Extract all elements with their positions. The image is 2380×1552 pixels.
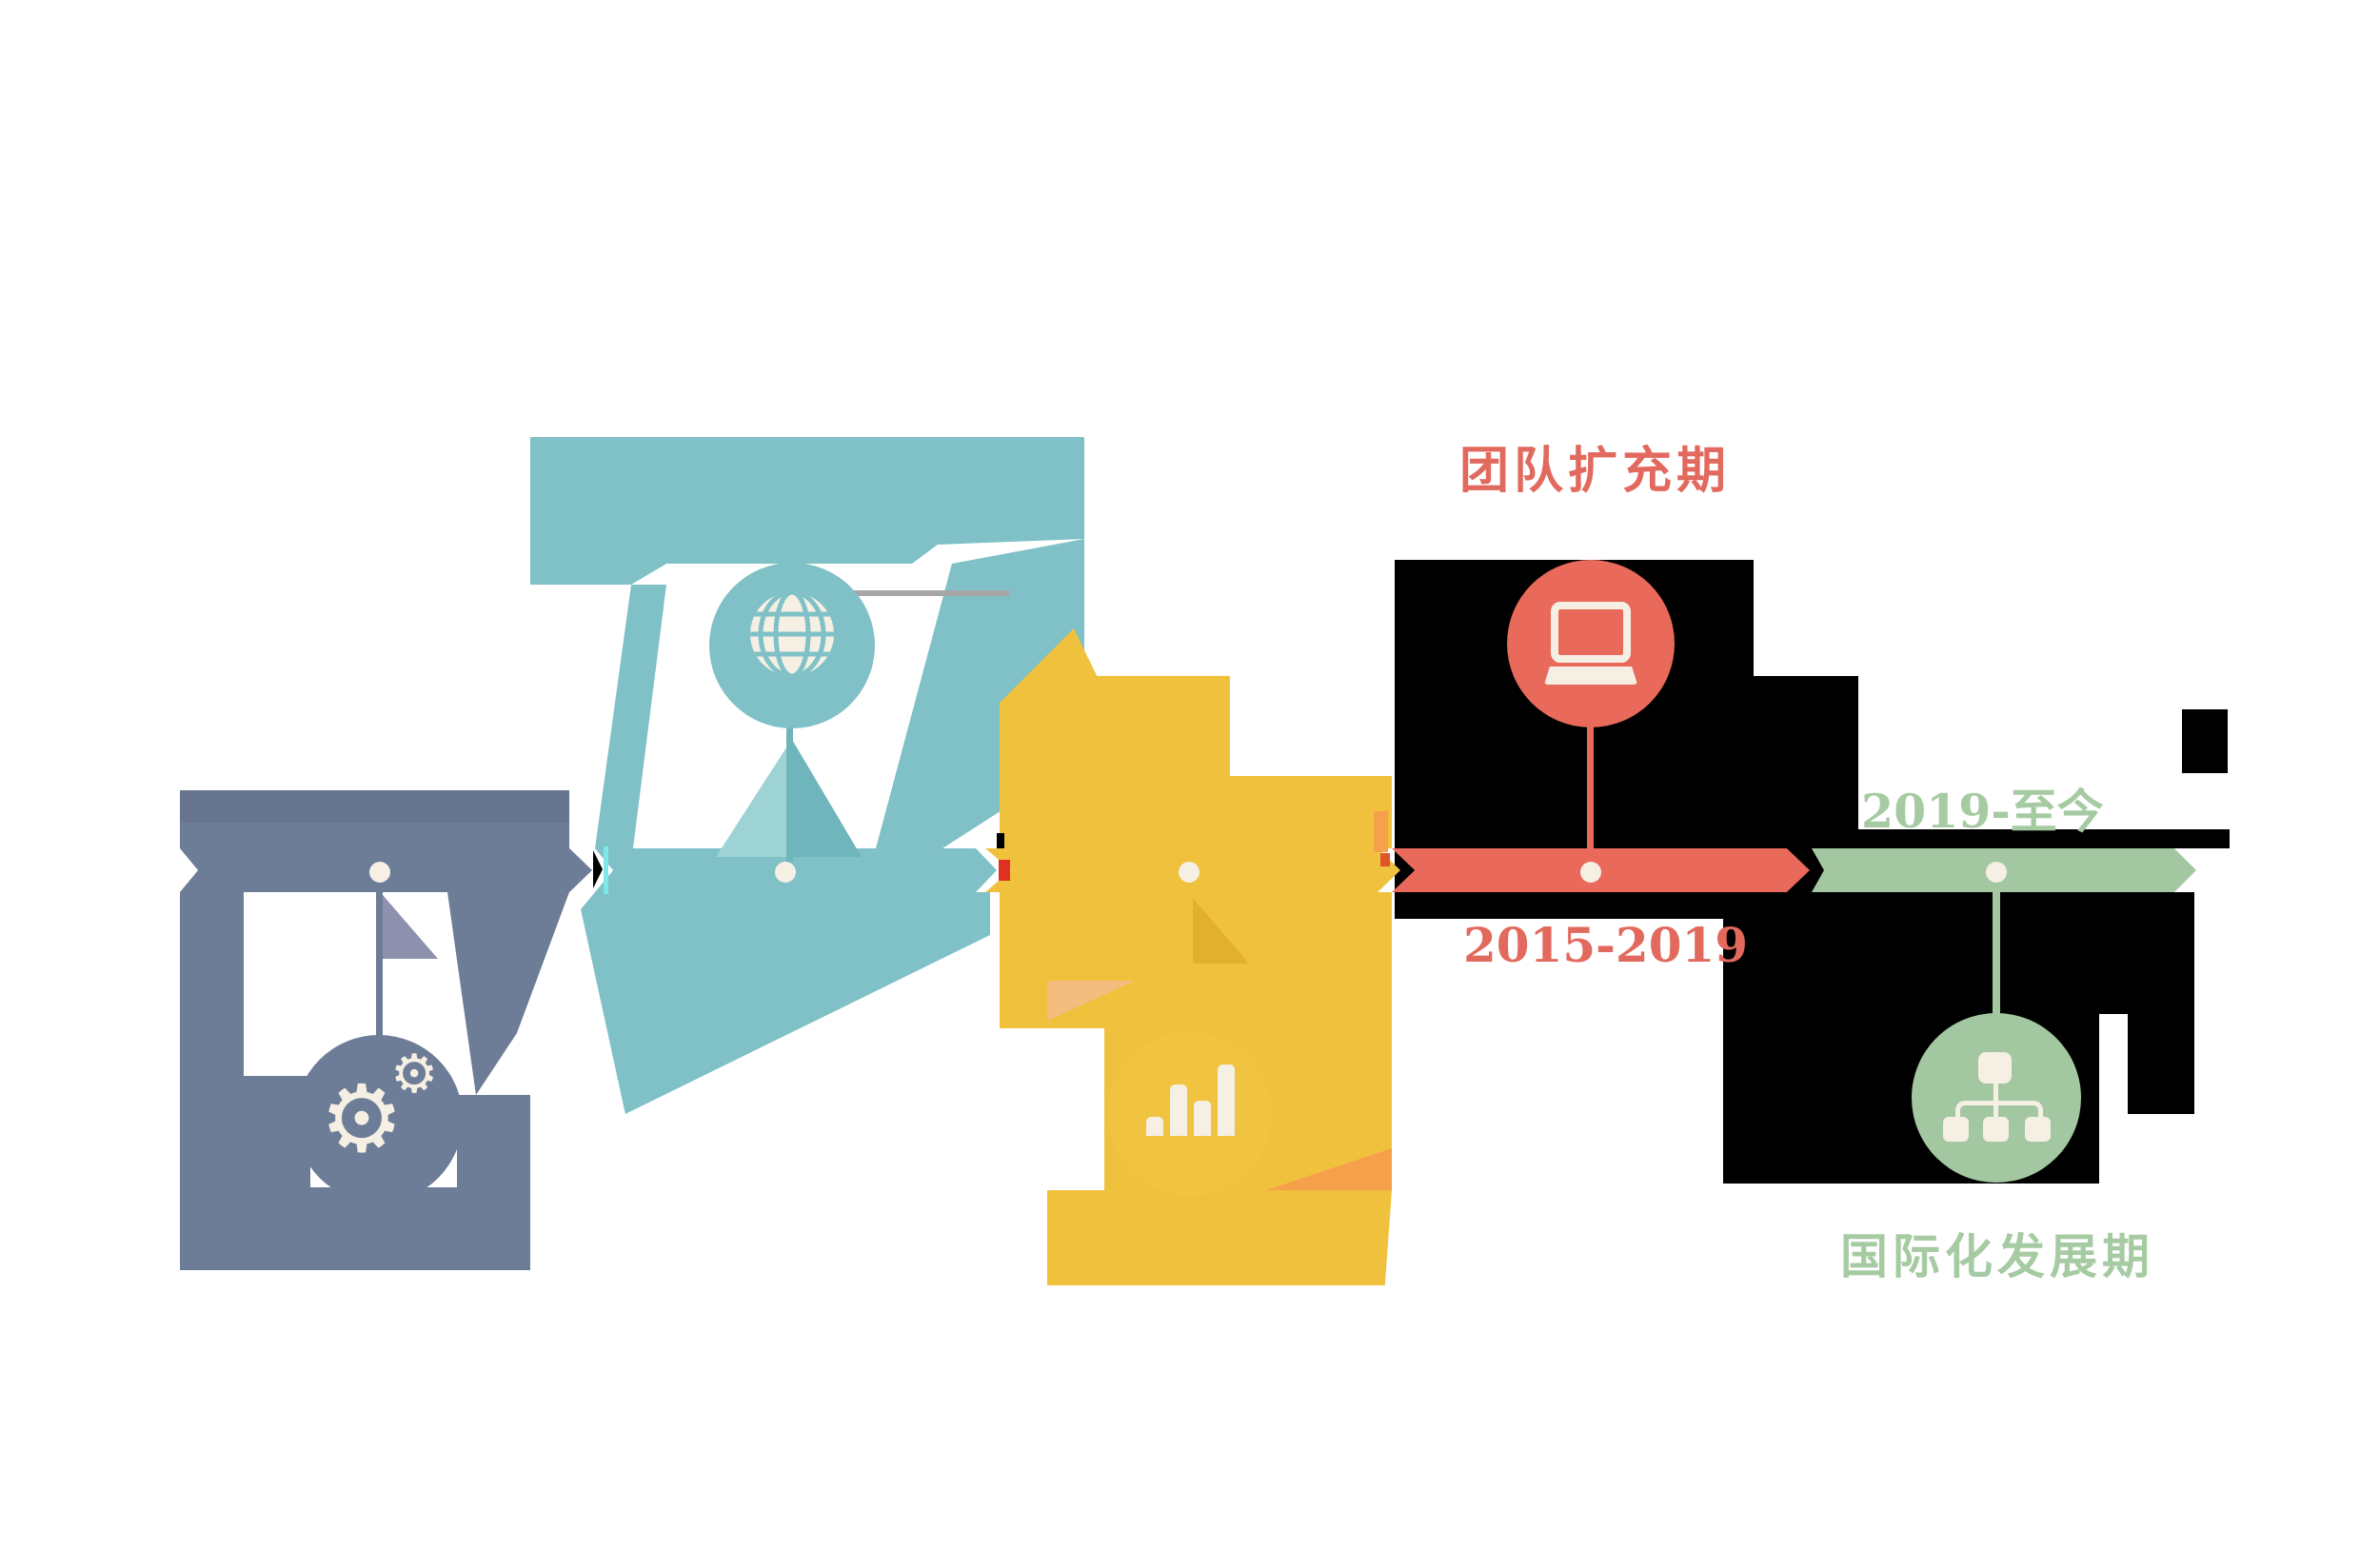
connector-phase-1 [376, 885, 383, 1038]
connector-phase-4 [1587, 726, 1594, 855]
icon-circle-phase-3 [1108, 1032, 1272, 1196]
timeline-node-5 [1986, 862, 2007, 883]
teal-lower-wedge [581, 892, 990, 1114]
icon-circle-phase-1: ⚙ ⚙ [295, 1035, 463, 1203]
gear-small-icon: ⚙ [390, 1044, 439, 1105]
teal-fold-light [716, 745, 788, 857]
teal-fold-dark [788, 733, 862, 857]
icon-circle-phase-4 [1507, 560, 1675, 727]
glitch-junction-2b [999, 860, 1010, 881]
glitch-junction-1b [604, 846, 608, 894]
glitch-junction-2a [997, 833, 1004, 848]
black-column-right [2182, 709, 2228, 773]
phase-5-years: 2019-至今 [1861, 784, 2104, 839]
globe-icon [750, 592, 834, 676]
timeline-node-3 [1179, 862, 1200, 883]
gears-icon: ⚙ [320, 1065, 404, 1174]
icon-circle-phase-2 [709, 563, 875, 728]
connector-phase-5 [1993, 882, 2000, 1015]
glitch-junction-3a [1374, 811, 1388, 852]
gray-bridge-right [457, 1095, 530, 1187]
yellow-top-block [1000, 628, 1392, 848]
glitch-junction-1a [593, 850, 603, 888]
glitch-junction-3b [1380, 853, 1390, 866]
gray-artifact-line [852, 590, 1009, 596]
timeline-node-1 [369, 862, 390, 883]
timeline-node-4 [1580, 862, 1601, 883]
timeline-node-2 [775, 862, 796, 883]
phase-4-title: 团队扩充期 [1459, 443, 1732, 500]
gray-right-wing [447, 892, 569, 1095]
gray-top-strip [180, 790, 569, 823]
connector-phase-2 [786, 724, 793, 862]
icon-circle-phase-5 [1912, 1013, 2081, 1183]
connector-phase-3 [1186, 885, 1193, 1038]
teal-left-wing [595, 585, 666, 848]
gray-left-column [180, 892, 244, 1187]
black-block-phase5-upper [1723, 892, 2194, 1014]
phase-4-years: 2015-2019 [1463, 917, 1749, 973]
black-block-phase5-side [2128, 1014, 2194, 1114]
gray-fold-triangle [383, 895, 438, 959]
phase-5-title: 国际化发展期 [1840, 1229, 2154, 1284]
yellow-bottom-block [1047, 1190, 1392, 1285]
black-strip-above-green [1858, 829, 2230, 848]
gray-bottom-block [180, 1187, 530, 1270]
